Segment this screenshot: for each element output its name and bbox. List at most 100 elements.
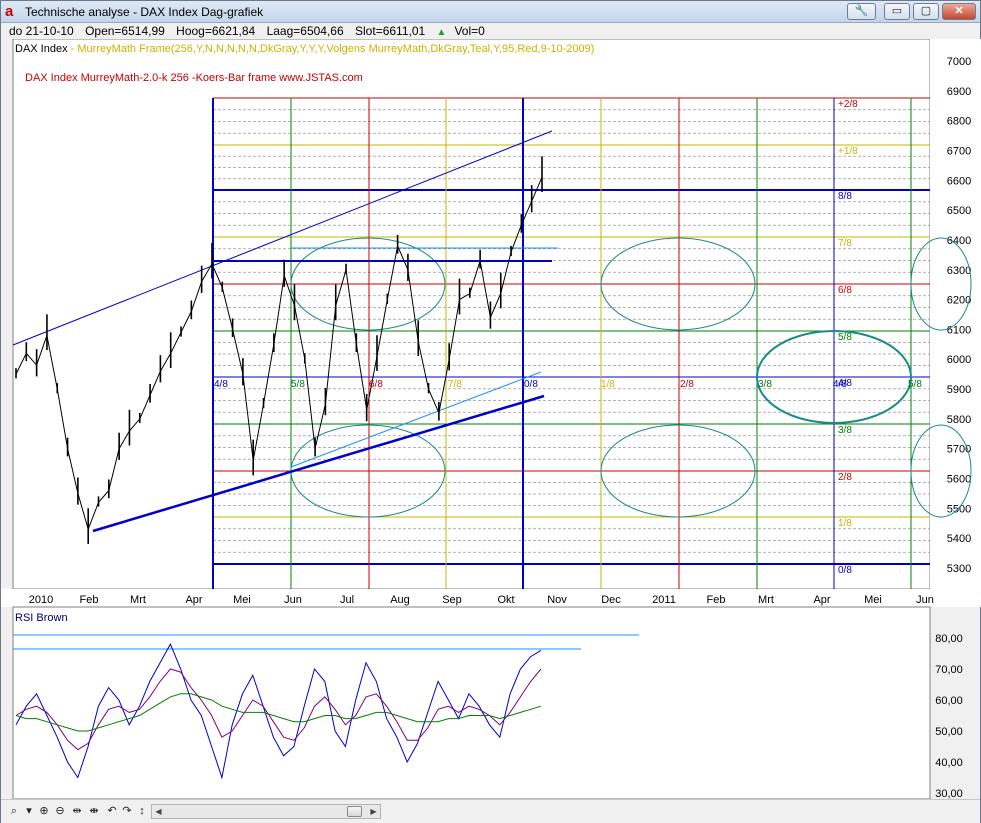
time-frame-label: 4/8 [833, 379, 847, 390]
murrey-level-label: 8/8 [838, 191, 852, 202]
quote-info-bar: do 21-10-10 Open=6514,99 Hoog=6621,84 La… [1, 23, 980, 39]
rsi-title: RSI Brown [15, 612, 68, 624]
rsi-series-line [15, 693, 542, 732]
y-tick-label: 6400 [947, 235, 971, 247]
mm-ellipse [910, 237, 972, 331]
chart-legend-2: DAX Index MurreyMath-2.0-k 256 -Koers-Ba… [25, 72, 363, 84]
price-chart[interactable]: 7000 6900 6800 6700 6600 6500 6400 6300 6200 6100… [1, 38, 981, 800]
time-frame-label: 1/8 [601, 379, 615, 390]
legend-symbol: DAX Index [15, 43, 68, 55]
mm-ellipse [600, 424, 756, 518]
y-tick-label: 6200 [947, 295, 971, 307]
time-frame-label: 2/8 [680, 379, 694, 390]
x-tick-label: 2010 [29, 594, 53, 606]
chart-legend-1: DAX Index - MurreyMath Frame(256,Y,N,N,N… [15, 43, 594, 55]
rsi-series-line [15, 668, 542, 751]
mm-ellipse [290, 237, 446, 331]
quote-date: do 21-10-10 [9, 24, 74, 38]
time-frame-label: 3/8 [758, 379, 772, 390]
murrey-level-label: 1/8 [838, 518, 852, 529]
murrey-level-label: +1/8 [838, 146, 858, 157]
x-tick-label: Mrt [758, 594, 774, 606]
quote-low: Laag=6504,66 [266, 24, 344, 38]
murrey-level-label: 6/8 [838, 285, 852, 296]
y-tick-label: 5900 [947, 384, 971, 396]
rsi-panel [12, 606, 931, 800]
y-tick-label: 5800 [947, 414, 971, 426]
y-tick-label: 6000 [947, 354, 971, 366]
y-tick-label: 6100 [947, 324, 971, 336]
price-axis-bg [930, 39, 981, 607]
murrey-level-label: 3/8 [838, 425, 852, 436]
scroll-right-icon[interactable]: ▶ [370, 807, 377, 816]
rsi-y-tick: 50,00 [935, 726, 963, 738]
minimize-icon: ▭ [891, 5, 903, 17]
rsi-y-tick: 40,00 [935, 757, 963, 769]
zoom-out-icon[interactable]: ⊖ [55, 805, 65, 817]
undo-icon[interactable]: ↶ [107, 805, 117, 817]
murrey-level-label: 4/8 [838, 378, 852, 389]
rsi-y-tick: 30,00 [935, 788, 963, 799]
fit-range-icon[interactable]: ⇼ [89, 805, 99, 817]
x-tick-label: Nov [547, 594, 567, 606]
chart-area[interactable]: 7000 6900 6800 6700 6600 6500 6400 6300 6200 6100… [1, 38, 981, 800]
rsi-y-tick: 60,00 [935, 695, 963, 707]
mm-ellipse [600, 237, 756, 331]
upper-trend-line [12, 130, 553, 346]
price-panel [12, 38, 931, 590]
x-tick-label: Mrt [130, 594, 146, 606]
x-tick-label: Feb [80, 594, 99, 606]
y-tick-label: 5300 [947, 563, 971, 575]
x-tick-label: Jul [340, 594, 354, 606]
x-tick-label: Mei [233, 594, 251, 606]
settings-button[interactable]: 🔧 [847, 3, 876, 20]
rsi-y-tick: 70,00 [935, 664, 963, 676]
time-axis-bg [1, 589, 981, 607]
time-frame-label: 0/8 [524, 379, 538, 390]
zoom-icon[interactable]: ⌕ [10, 805, 18, 817]
fit-horizontal-icon[interactable]: ⇹ [72, 805, 82, 817]
y-tick-label: 6500 [947, 205, 971, 217]
scrollbar-thumb[interactable] [347, 806, 362, 817]
time-frame-label: 7/8 [448, 379, 462, 390]
quote-high: Hoog=6621,84 [176, 24, 256, 38]
murrey-level-label: 2/8 [838, 472, 852, 483]
y-tick-label: 7000 [947, 56, 971, 68]
x-tick-label: Jun [916, 594, 934, 606]
fit-vertical-icon[interactable]: ↕ [139, 805, 145, 817]
x-tick-label: Okt [497, 594, 514, 606]
price-line [15, 177, 543, 531]
murrey-level-label: 7/8 [838, 238, 852, 249]
restore-button[interactable]: ▢ [913, 3, 939, 20]
mm-ellipse [756, 330, 912, 424]
time-frame-label: 5/8 [908, 379, 922, 390]
minimize-button[interactable]: ▭ [884, 3, 910, 20]
scroll-left-icon[interactable]: ◀ [155, 807, 162, 816]
close-icon: ✕ [954, 5, 964, 17]
murrey-level-label: 5/8 [838, 332, 852, 343]
close-button[interactable]: ✕ [942, 3, 976, 20]
x-tick-label: 2011 [652, 594, 676, 606]
time-frame-label: 4/8 [214, 379, 228, 390]
x-tick-label: Apr [813, 594, 830, 606]
redo-icon[interactable]: ↷ [122, 805, 132, 817]
y-tick-label: 5400 [947, 533, 971, 545]
zoom-in-icon[interactable]: ⊕ [39, 805, 49, 817]
horizontal-scrollbar[interactable]: ◀ ▶ [151, 804, 381, 819]
y-tick-label: 5500 [947, 503, 971, 515]
legend-indicator: - MurreyMath Frame(256,Y,N,N,N,N,N,DkGra… [68, 43, 595, 55]
channel-line [290, 371, 542, 468]
mm-ellipse [910, 424, 972, 518]
dropdown-icon[interactable]: ▾ [26, 805, 32, 817]
rsi-y-tick: 80,00 [935, 633, 963, 645]
wrench-icon: 🔧 [854, 5, 869, 17]
title-bar[interactable]: a Technische analyse - DAX Index Dag-gra… [1, 1, 980, 23]
x-tick-label: Sep [442, 594, 462, 606]
quote-close: Slot=6611,01 [355, 24, 426, 38]
x-tick-label: Aug [390, 594, 410, 606]
y-tick-label: 6300 [947, 265, 971, 277]
bottom-toolbar: ⌕ ▾ ⊕ ⊖ ⇹ ⇼ ↶ ↷ ↕ ◀ ▶ [1, 799, 980, 823]
window-title: Technische analyse - DAX Index Dag-grafi… [25, 5, 264, 19]
restore-icon: ▢ [920, 5, 932, 17]
